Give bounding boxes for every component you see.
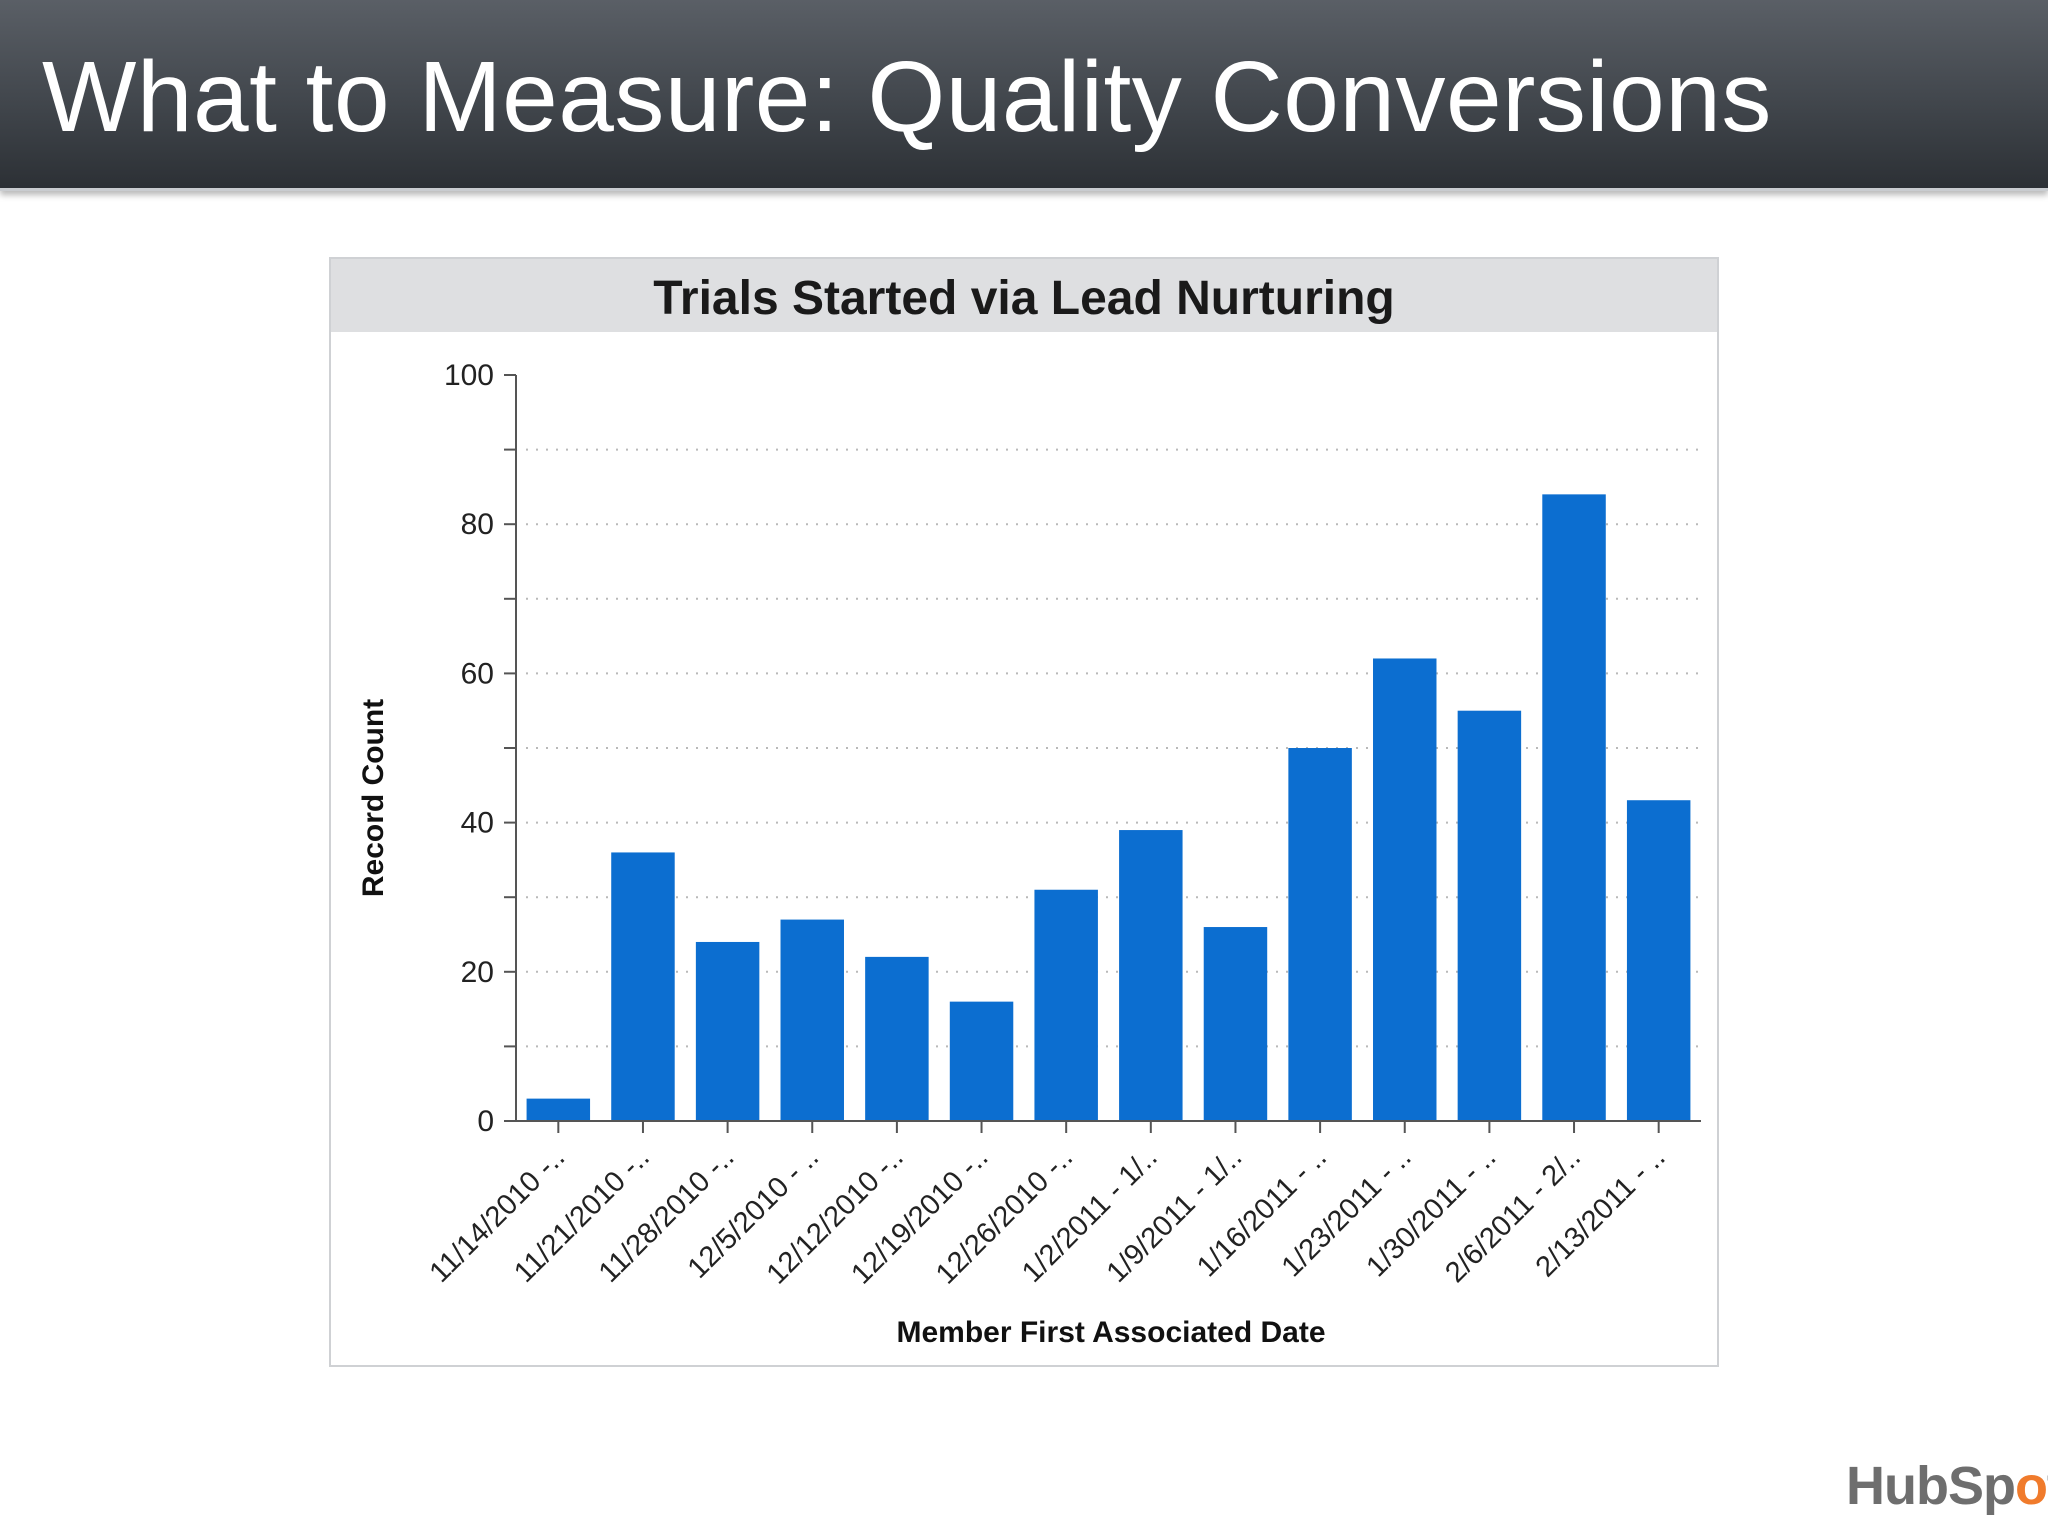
y-tick-label: 0 [477, 1105, 494, 1138]
bar [1034, 889, 1098, 1121]
bar [611, 852, 675, 1121]
bar [1119, 830, 1183, 1121]
bar [526, 1098, 591, 1121]
bar [780, 919, 844, 1121]
chart-title: Trials Started via Lead Nurturing [653, 272, 1395, 325]
x-axis-label: Member First Associated Date [896, 1316, 1325, 1349]
hubspot-logo: HubSpot [1846, 1456, 2048, 1516]
bar [1373, 658, 1437, 1121]
bar [1542, 494, 1606, 1121]
y-tick-label: 20 [461, 956, 494, 989]
bar [865, 956, 929, 1121]
chart-title-bar: Trials Started via Lead Nurturing [331, 259, 1717, 332]
slide-title: What to Measure: Quality Conversions [42, 41, 1772, 153]
y-tick-label: 60 [461, 657, 494, 690]
chart-panel: Trials Started via Lead Nurturing 0 20 40 6… [329, 257, 1719, 1367]
y-tick-label: 80 [461, 508, 494, 541]
bar [695, 941, 760, 1121]
slide-header: What to Measure: Quality Conversions [0, 0, 2048, 191]
y-tick-label: 40 [461, 807, 494, 840]
bar [1457, 710, 1522, 1121]
bar [949, 1001, 1014, 1121]
bar [1626, 800, 1691, 1121]
bar [1203, 927, 1268, 1121]
y-axis-label: Record Count [357, 699, 390, 897]
bar [1288, 748, 1352, 1121]
y-tick-label: 100 [444, 359, 494, 392]
